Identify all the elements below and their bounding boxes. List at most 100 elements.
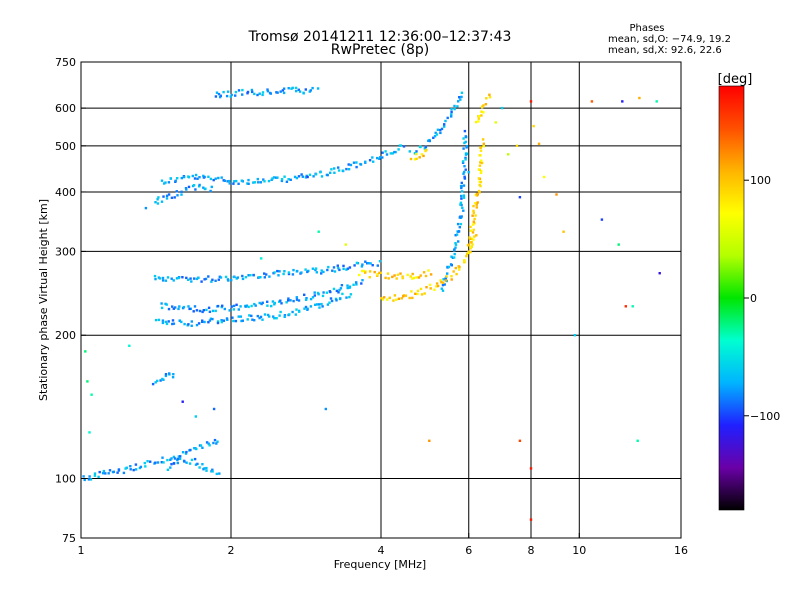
data-point-scattered xyxy=(306,175,309,179)
data-point-o xyxy=(450,108,453,111)
data-point-o xyxy=(309,305,313,308)
data-point-o xyxy=(181,276,184,279)
data-point-o xyxy=(129,465,132,468)
data-point-o xyxy=(391,152,394,155)
data-point-x xyxy=(425,286,428,289)
data-point-o xyxy=(215,91,219,94)
data-point-o xyxy=(282,272,285,276)
data-point-o xyxy=(122,471,126,475)
data-point-o xyxy=(349,163,353,167)
data-point-o xyxy=(241,277,245,281)
data-point-o xyxy=(209,317,213,320)
data-point-o xyxy=(348,295,351,299)
data-point-o xyxy=(203,175,206,179)
data-point-o xyxy=(204,187,207,190)
data-point-o xyxy=(217,278,220,281)
data-point-x xyxy=(475,203,478,206)
data-point-o xyxy=(331,269,334,272)
data-point-o xyxy=(277,274,280,277)
data-point-o xyxy=(160,306,164,310)
data-point-o xyxy=(220,319,223,322)
data-point-o xyxy=(345,268,348,271)
data-point-o xyxy=(338,288,341,292)
data-point-o xyxy=(320,269,323,272)
data-point-o xyxy=(347,163,350,166)
data-point-x xyxy=(435,285,438,288)
data-point-o xyxy=(89,478,93,481)
data-point-x xyxy=(472,211,475,215)
data-point-o xyxy=(171,322,174,326)
data-point-o xyxy=(247,178,250,182)
data-point-o xyxy=(184,187,188,190)
data-point-o xyxy=(167,181,171,184)
data-point-x xyxy=(418,156,421,159)
data-point-o xyxy=(193,277,196,280)
data-point-x xyxy=(479,146,482,149)
data-point-o xyxy=(408,150,411,153)
data-point-o xyxy=(211,468,214,471)
colorbar-ticks: 100 0 −100 xyxy=(744,174,780,423)
data-point-o xyxy=(352,283,355,286)
data-point-o xyxy=(441,283,445,287)
data-point-o xyxy=(361,263,364,266)
data-point-o xyxy=(139,465,143,469)
data-point-o xyxy=(191,174,194,178)
data-point-x xyxy=(442,281,445,284)
data-point-o xyxy=(340,284,344,287)
data-point-x xyxy=(361,269,364,273)
data-point-o xyxy=(176,177,179,180)
data-point-o xyxy=(253,319,256,322)
legend-title: Phases xyxy=(629,23,664,34)
data-point-o xyxy=(287,271,291,274)
data-point-o xyxy=(453,256,456,259)
data-point-o xyxy=(303,293,306,296)
data-point-o xyxy=(441,289,445,292)
data-point-o xyxy=(180,193,183,196)
data-point-o xyxy=(232,304,236,308)
data-point-o xyxy=(289,299,292,302)
data-point-x xyxy=(413,158,417,161)
data-point-o xyxy=(281,89,285,92)
data-point-x xyxy=(439,279,442,282)
x-tick-label: 2 xyxy=(228,544,235,557)
data-point-x xyxy=(386,272,390,275)
data-point-o xyxy=(457,240,460,243)
data-point-o xyxy=(154,461,157,464)
data-point-o xyxy=(443,123,446,126)
data-point-x xyxy=(410,290,413,293)
data-point-o xyxy=(178,305,181,308)
y-tick-label: 75 xyxy=(62,532,76,545)
data-point-o xyxy=(462,184,466,187)
data-point-x xyxy=(470,245,473,248)
data-point-o xyxy=(194,463,198,466)
data-point-o xyxy=(220,176,223,179)
data-point-o xyxy=(195,323,199,327)
data-point-o xyxy=(107,472,110,475)
data-point-o xyxy=(355,261,359,265)
data-point-o xyxy=(216,321,220,325)
data-point-o xyxy=(166,458,169,462)
data-point-o xyxy=(228,182,231,185)
data-point-o xyxy=(464,158,467,161)
data-point-o xyxy=(239,305,242,308)
data-point-x xyxy=(481,138,485,141)
data-point-o xyxy=(435,133,439,136)
data-point-o xyxy=(345,167,348,171)
data-point-scattered xyxy=(500,106,504,110)
data-point-o xyxy=(164,373,168,376)
data-point-o xyxy=(313,291,316,294)
data-point-o xyxy=(208,444,211,447)
data-point-x xyxy=(422,154,425,158)
data-point-o xyxy=(332,287,336,291)
data-point-o xyxy=(112,470,115,473)
data-point-o xyxy=(287,299,290,302)
data-point-o xyxy=(234,90,238,94)
data-point-x xyxy=(409,275,412,278)
data-point-o xyxy=(293,175,297,179)
data-point-x xyxy=(477,177,481,180)
data-point-x xyxy=(358,273,361,277)
data-point-o xyxy=(450,115,453,118)
data-point-o xyxy=(167,193,171,196)
data-point-x xyxy=(433,288,436,291)
data-point-x xyxy=(364,271,367,274)
